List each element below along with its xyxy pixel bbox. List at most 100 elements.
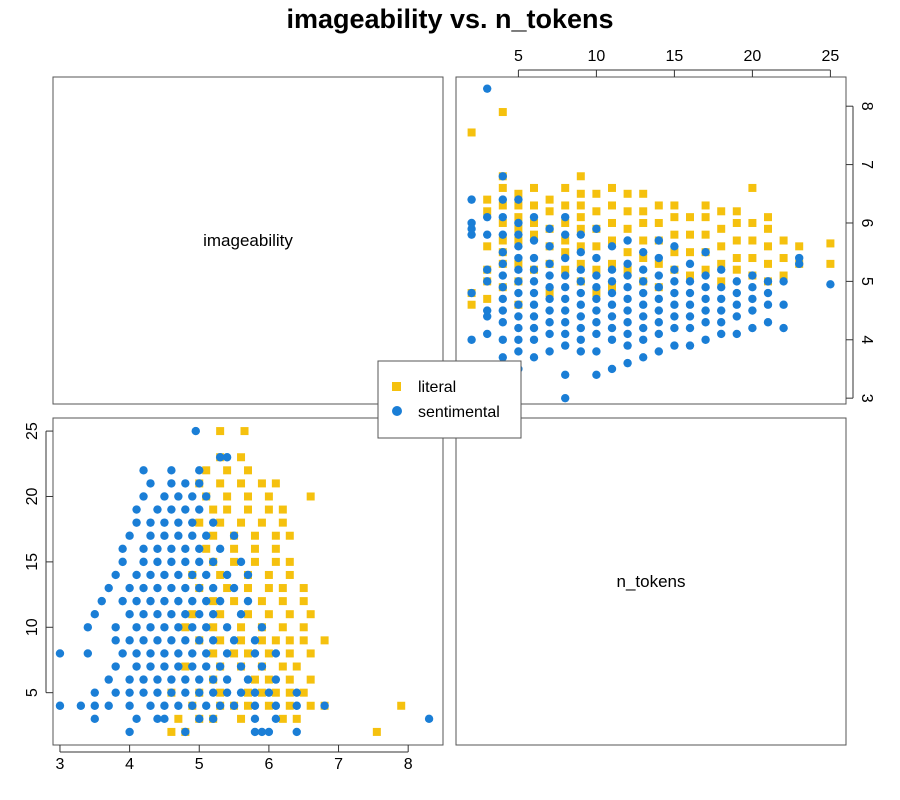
point-sentimental <box>654 306 663 315</box>
point-sentimental <box>717 318 726 327</box>
point-sentimental <box>160 714 169 724</box>
tick-label-top-15: 15 <box>666 48 684 65</box>
point-sentimental <box>483 312 492 321</box>
point-sentimental <box>545 329 554 339</box>
point-sentimental <box>271 714 281 724</box>
point-literal <box>230 649 239 658</box>
point-sentimental <box>529 253 539 263</box>
point-sentimental <box>529 212 539 222</box>
point-literal <box>530 230 538 239</box>
point-literal <box>608 283 616 292</box>
point-sentimental <box>685 277 695 286</box>
point-sentimental <box>545 318 554 327</box>
point-literal <box>306 649 315 658</box>
point-sentimental <box>125 727 134 737</box>
point-sentimental <box>139 675 148 684</box>
point-literal <box>299 584 308 593</box>
point-literal <box>216 636 225 645</box>
point-sentimental <box>90 610 99 619</box>
point-sentimental <box>545 271 554 280</box>
point-literal <box>216 427 225 436</box>
point-sentimental <box>229 636 239 645</box>
point-literal <box>514 213 523 222</box>
point-literal <box>530 201 538 210</box>
point-sentimental <box>561 283 570 292</box>
point-sentimental <box>639 300 648 309</box>
point-sentimental <box>146 531 155 540</box>
point-sentimental <box>188 570 197 580</box>
point-literal <box>257 597 266 606</box>
point-sentimental <box>623 271 632 280</box>
point-literal <box>576 213 585 222</box>
point-sentimental <box>111 570 120 580</box>
point-sentimental <box>174 623 183 632</box>
point-sentimental <box>514 230 523 239</box>
point-sentimental <box>701 283 710 292</box>
point-literal <box>717 277 726 286</box>
point-sentimental <box>264 727 274 737</box>
point-sentimental <box>111 636 120 645</box>
point-literal <box>608 218 616 227</box>
point-literal <box>306 701 315 710</box>
point-sentimental <box>576 323 585 333</box>
point-sentimental <box>174 701 183 710</box>
point-literal <box>717 224 726 233</box>
point-sentimental <box>654 329 663 339</box>
point-literal <box>514 259 523 268</box>
point-sentimental <box>125 688 134 697</box>
point-sentimental <box>160 701 169 710</box>
tick-label-bottom-5: 5 <box>195 756 204 773</box>
point-sentimental <box>576 288 585 298</box>
point-sentimental <box>763 318 773 327</box>
point-sentimental <box>592 318 601 327</box>
point-sentimental <box>181 557 190 567</box>
point-sentimental <box>104 701 113 710</box>
point-sentimental <box>188 596 197 606</box>
point-sentimental <box>167 688 176 697</box>
point-sentimental <box>271 701 281 710</box>
point-literal <box>278 662 287 671</box>
point-sentimental <box>514 300 523 309</box>
point-sentimental <box>167 544 176 553</box>
point-sentimental <box>561 393 570 403</box>
point-sentimental <box>195 688 204 697</box>
point-sentimental <box>670 341 679 350</box>
point-sentimental <box>215 544 225 553</box>
point-literal <box>732 265 741 274</box>
point-sentimental <box>670 312 679 321</box>
diag-label-imageability: imageability <box>203 231 293 250</box>
point-sentimental <box>139 583 148 593</box>
point-sentimental <box>654 253 663 263</box>
point-sentimental <box>229 531 239 540</box>
point-literal <box>237 714 246 723</box>
point-literal <box>545 207 554 216</box>
point-literal <box>278 518 287 527</box>
point-literal <box>244 584 252 593</box>
point-sentimental <box>202 662 211 671</box>
point-sentimental <box>514 218 523 228</box>
point-sentimental <box>763 300 773 309</box>
point-sentimental <box>514 312 523 321</box>
point-sentimental <box>215 662 225 671</box>
point-sentimental <box>222 649 232 658</box>
point-literal <box>271 531 280 540</box>
point-sentimental <box>208 714 218 724</box>
point-sentimental <box>202 623 211 632</box>
point-literal <box>174 714 183 723</box>
tick-label-right-8: 8 <box>858 102 875 111</box>
point-sentimental <box>195 583 204 593</box>
point-sentimental <box>229 701 239 710</box>
point-literal <box>608 236 616 245</box>
point-sentimental <box>195 466 204 475</box>
point-literal <box>306 492 315 501</box>
point-sentimental <box>167 557 176 567</box>
point-literal <box>732 218 741 227</box>
point-sentimental <box>195 675 204 684</box>
point-sentimental <box>529 353 539 362</box>
point-sentimental <box>607 364 617 374</box>
point-sentimental <box>125 701 134 710</box>
point-literal <box>230 597 239 606</box>
chart-title: imageability vs. n_tokens <box>286 4 614 34</box>
point-sentimental <box>498 212 507 222</box>
tick-label-bottom-6: 6 <box>264 756 273 773</box>
